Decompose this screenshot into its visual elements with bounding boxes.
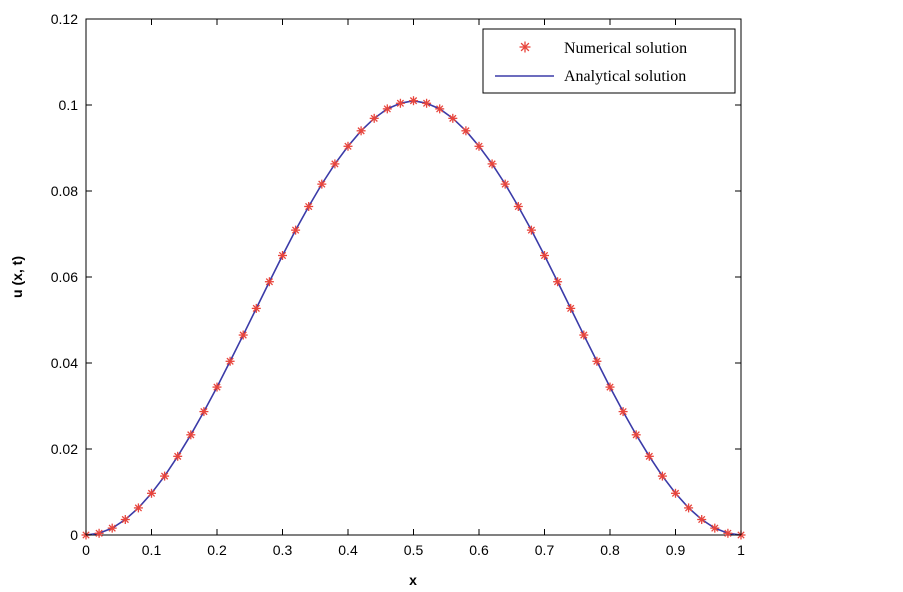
legend-box <box>482 28 736 94</box>
axis-ticks: 0 0.1 0.2 0.3 0.4 0.5 0.6 0.7 0.8 0.9 1 0 0.02 0.04 0.… <box>51 11 745 558</box>
legend-numerical-label: Numerical solution <box>564 40 687 57</box>
numerical-point <box>186 430 196 440</box>
numerical-point <box>291 225 301 235</box>
numerical-point <box>409 96 418 106</box>
numerical-point <box>133 503 143 513</box>
numerical-series <box>81 96 746 540</box>
y-tick-label: 0.08 <box>51 183 78 199</box>
numerical-point <box>147 488 156 498</box>
numerical-point <box>330 159 340 169</box>
numerical-point <box>474 141 484 151</box>
numerical-point <box>644 451 654 461</box>
legend-analytical-label: Analytical solution <box>564 68 686 85</box>
x-axis-label: x <box>409 572 417 588</box>
numerical-point <box>540 251 549 260</box>
numerical-point <box>579 330 589 340</box>
numerical-point <box>422 98 432 108</box>
legend-asterisk-icon <box>519 41 531 53</box>
numerical-point <box>697 515 707 525</box>
numerical-point <box>173 451 183 461</box>
numerical-point <box>199 407 209 417</box>
numerical-point <box>304 201 314 211</box>
numerical-point <box>212 382 222 392</box>
numerical-point <box>382 104 392 114</box>
numerical-point <box>605 382 615 392</box>
x-tick-label: 1 <box>737 542 745 558</box>
numerical-point <box>343 141 353 151</box>
x-tick-label: 0.8 <box>600 542 620 558</box>
x-tick-label: 0 <box>82 542 90 558</box>
y-tick-label: 0 <box>70 527 78 543</box>
numerical-point <box>435 104 445 114</box>
numerical-point <box>553 277 563 287</box>
numerical-point <box>448 113 458 123</box>
x-tick-label: 0.4 <box>338 542 358 558</box>
x-tick-label: 0.3 <box>273 542 293 558</box>
y-tick-label: 0.06 <box>51 269 78 285</box>
numerical-point <box>526 225 536 235</box>
numerical-point <box>120 515 130 525</box>
numerical-point <box>671 488 680 498</box>
legend-numerical-marker <box>519 41 531 53</box>
x-tick-label: 0.9 <box>666 542 686 558</box>
y-tick-label: 0.1 <box>59 97 79 113</box>
numerical-point <box>395 98 405 108</box>
numerical-point <box>251 303 261 313</box>
x-tick-label: 0.6 <box>469 542 489 558</box>
y-tick-label: 0.02 <box>51 441 78 457</box>
numerical-point <box>684 503 694 513</box>
numerical-point <box>723 528 733 538</box>
y-axis-label: u (x, t) <box>9 256 25 298</box>
numerical-point <box>317 179 327 189</box>
numerical-point <box>710 523 720 533</box>
numerical-point <box>631 430 641 440</box>
x-tick-label: 0.2 <box>207 542 227 558</box>
numerical-point <box>278 251 287 260</box>
numerical-point <box>461 126 471 136</box>
numerical-point <box>592 356 602 366</box>
numerical-point <box>566 303 576 313</box>
numerical-point <box>225 356 235 366</box>
numerical-point <box>94 528 104 538</box>
numerical-point <box>160 471 170 481</box>
numerical-point <box>618 407 628 417</box>
legend: Numerical solution Analytical solution <box>482 28 736 94</box>
y-tick-label: 0.12 <box>51 11 78 27</box>
numerical-point <box>657 471 667 481</box>
numerical-point <box>107 523 117 533</box>
x-tick-label: 0.7 <box>535 542 555 558</box>
numerical-point <box>500 179 510 189</box>
x-tick-label: 0.5 <box>404 542 424 558</box>
y-tick-label: 0.04 <box>51 355 78 371</box>
numerical-point <box>369 113 379 123</box>
numerical-point <box>238 330 248 340</box>
numerical-point <box>513 201 523 211</box>
numerical-point <box>487 159 497 169</box>
numerical-point <box>264 277 274 287</box>
x-tick-label: 0.1 <box>142 542 162 558</box>
numerical-point <box>356 126 366 136</box>
